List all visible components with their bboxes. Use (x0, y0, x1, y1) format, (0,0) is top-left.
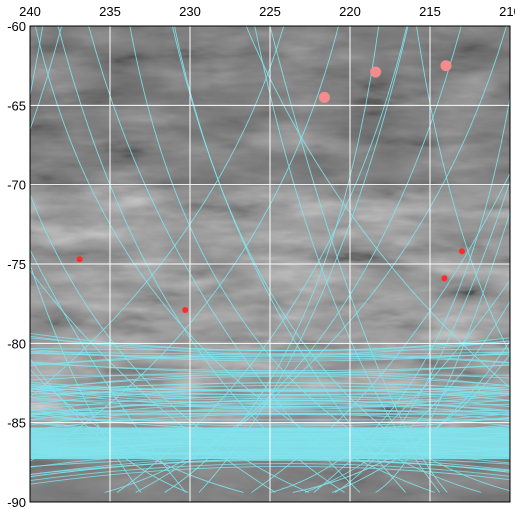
small-marker (182, 307, 189, 313)
x-tick-label: 220 (339, 4, 361, 19)
orbit-track (375, 210, 510, 493)
x-axis-ticks: 240 235 230 225 220 215 210 (19, 4, 515, 19)
orbit-track (245, 26, 510, 389)
grid-lines (30, 26, 510, 502)
orbit-track (332, 339, 510, 493)
large-marker (440, 60, 452, 72)
orbit-track (416, 26, 510, 355)
y-tick-label: -90 (7, 495, 26, 510)
x-tick-label: 215 (419, 4, 441, 19)
orbit-track (30, 26, 285, 398)
x-tick-label: 210 (499, 4, 515, 19)
data-markers (76, 60, 465, 313)
orbit-track (30, 26, 63, 131)
plot-frame (29, 25, 511, 503)
large-marker (370, 66, 382, 78)
y-tick-label: -70 (7, 178, 26, 193)
x-tick-label: 235 (99, 4, 121, 19)
x-tick-label: 230 (179, 4, 201, 19)
small-marker (441, 275, 448, 282)
orbit-track (104, 26, 462, 493)
large-marker (318, 91, 330, 103)
orbit-track (334, 179, 510, 493)
y-tick-label: -60 (7, 19, 26, 34)
y-tick-label: -85 (7, 416, 26, 431)
small-marker (459, 248, 465, 255)
small-marker (76, 256, 83, 263)
orbit-track (269, 26, 448, 493)
y-axis-ticks: -60 -65 -70 -75 -80 -85 -90 (7, 19, 26, 510)
x-tick-label: 240 (19, 4, 41, 19)
x-tick-label: 225 (259, 4, 281, 19)
orbit-track (292, 353, 510, 493)
y-tick-label: -80 (7, 336, 26, 351)
y-tick-label: -65 (7, 98, 26, 113)
y-tick-label: -75 (7, 257, 26, 272)
plot-area (30, 26, 510, 502)
orbit-track (270, 94, 510, 493)
orbit-track (304, 300, 510, 493)
